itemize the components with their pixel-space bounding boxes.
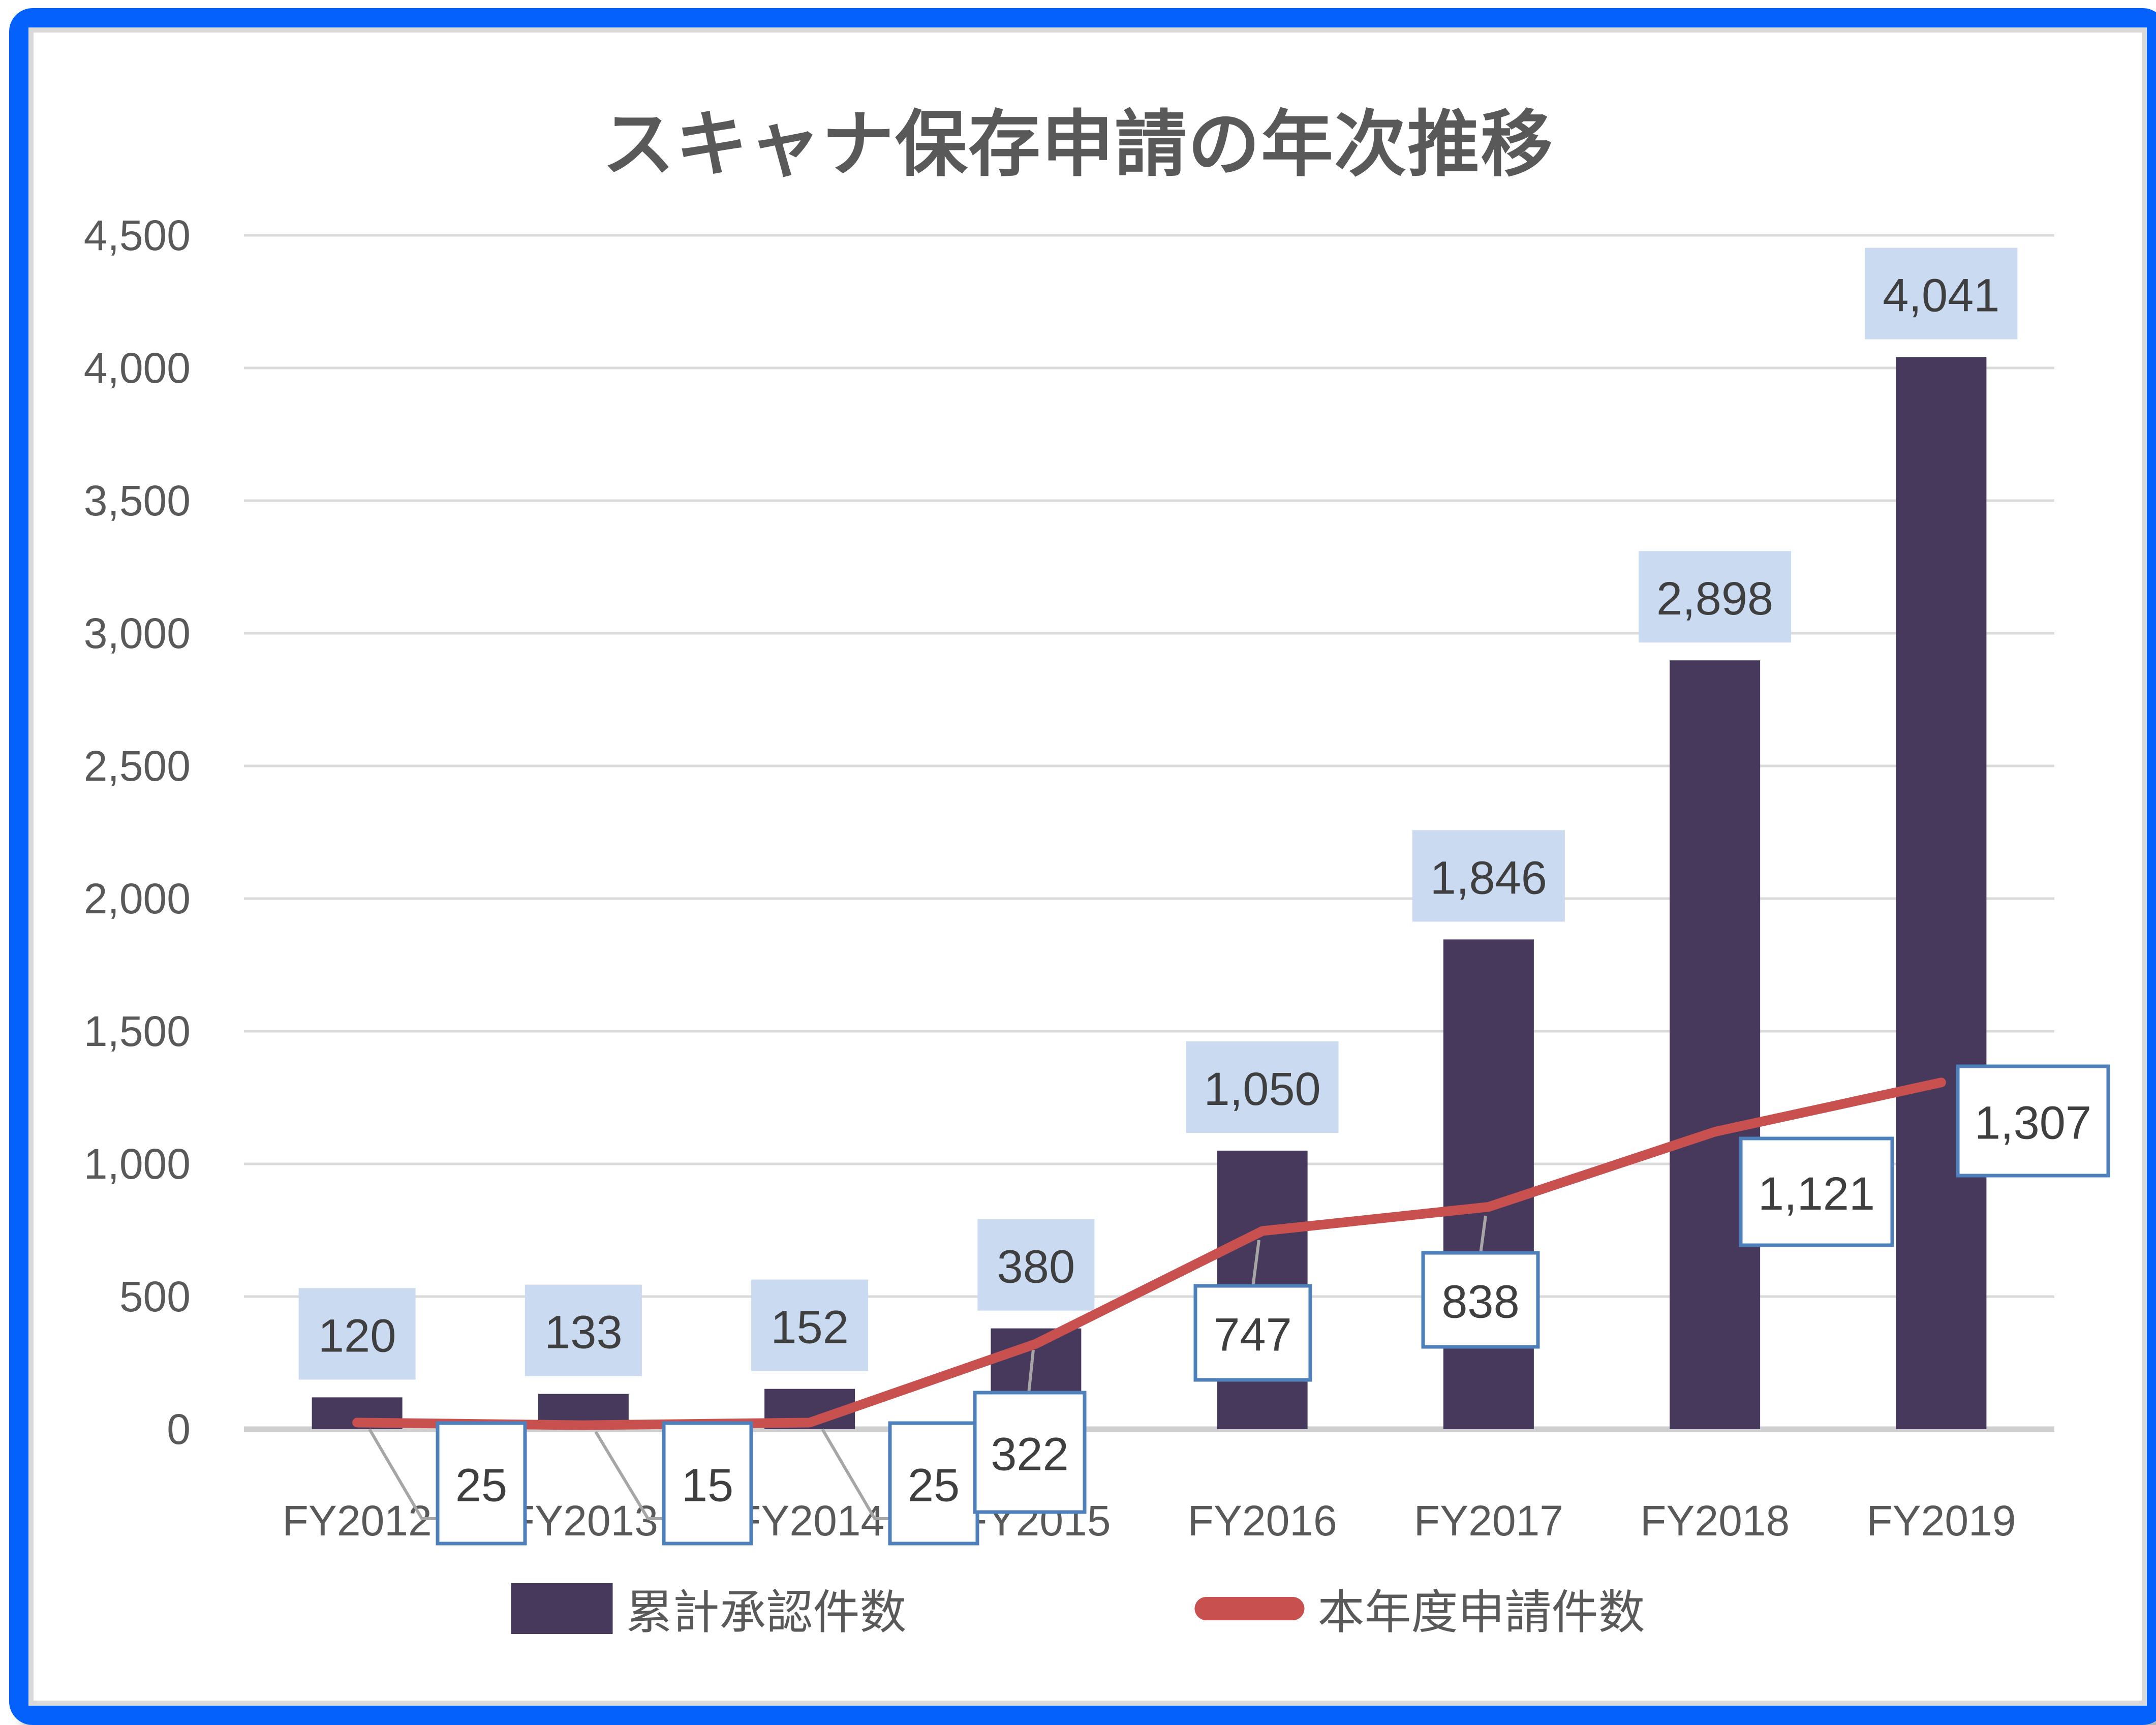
line-value-label: 25	[455, 1460, 507, 1512]
y-axis-tick-label: 4,000	[84, 344, 191, 392]
legend-line-swatch-icon	[1194, 1596, 1305, 1620]
bar-value-label-box	[1186, 1041, 1339, 1133]
bar-value-label-box	[1865, 248, 2018, 340]
leader-line	[1251, 1240, 1260, 1287]
line-value-label: 322	[991, 1429, 1069, 1481]
legend-line-series-label: 本年度申請件数	[1317, 1587, 1645, 1639]
trend-line	[352, 1077, 1946, 1430]
x-axis-category-label: FY2013	[509, 1497, 658, 1545]
legend-item-line-series: 本年度申請件数	[1194, 1575, 1645, 1642]
x-axis-category-label: FY2019	[1866, 1497, 2016, 1545]
line-value-label-box	[1193, 1284, 1312, 1382]
y-axis-tick-label: 500	[119, 1273, 191, 1320]
line-value-label-box	[1739, 1136, 1894, 1247]
y-axis-tick-label: 4,500	[84, 211, 191, 259]
bar-value-label-box	[1639, 551, 1792, 643]
bar-value-label: 2,898	[1656, 573, 1773, 625]
line-value-label-box	[436, 1421, 527, 1546]
bar-value-label: 1,050	[1204, 1063, 1321, 1115]
bar	[1896, 357, 1987, 1429]
leader-line	[594, 1431, 664, 1520]
bar-value-label-box	[1412, 830, 1565, 922]
bar-value-label: 120	[318, 1310, 396, 1362]
y-axis-tick-label: 1,000	[84, 1140, 191, 1188]
line-value-label: 15	[682, 1460, 733, 1512]
bar	[1443, 939, 1534, 1429]
line-value-label-box	[973, 1391, 1087, 1514]
chart-title: スキャナ保存申請の年次推移	[602, 104, 1554, 185]
leader-line	[821, 1428, 890, 1520]
bar-value-label: 380	[997, 1241, 1075, 1293]
line-value-label: 1,307	[1975, 1097, 2091, 1149]
line-value-label-box	[662, 1421, 753, 1546]
chart-outer-border	[28, 27, 2147, 1706]
bar	[1670, 660, 1761, 1429]
bar-value-label: 152	[771, 1302, 849, 1353]
x-axis-category-label: FY2014	[735, 1497, 884, 1545]
x-axis-category-label: FY2017	[1414, 1497, 1563, 1545]
x-axis-category-label: FY2012	[283, 1497, 432, 1545]
line-value-label: 747	[1214, 1309, 1292, 1361]
x-axis-category-label: FY2018	[1640, 1497, 1790, 1545]
y-axis-tick-label: 3,500	[84, 477, 191, 525]
bar-value-label-box	[751, 1279, 869, 1371]
legend-item-bar-series: 累計承認件数	[511, 1575, 907, 1642]
line-value-label-box	[1956, 1064, 2110, 1178]
legend-bar-series-label: 累計承認件数	[626, 1587, 907, 1639]
line-value-label: 25	[908, 1460, 960, 1512]
line-value-label: 838	[1441, 1276, 1520, 1328]
bar-value-label: 133	[544, 1307, 623, 1359]
y-axis-tick-label: 1,500	[84, 1007, 191, 1055]
y-axis-tick-label: 2,500	[84, 742, 191, 790]
leader-line	[1027, 1349, 1035, 1394]
legend: 累計承認件数 本年度申請件数	[511, 1575, 1645, 1642]
bar-value-label: 4,041	[1883, 270, 1999, 322]
legend-bar-swatch-icon	[511, 1583, 613, 1634]
bar-value-label-box	[525, 1284, 642, 1376]
x-axis-category-label: FY2016	[1188, 1497, 1337, 1545]
bar-value-label-box	[298, 1288, 416, 1380]
y-axis-tick-label: 0	[167, 1405, 191, 1453]
bar-value-label-box	[977, 1219, 1095, 1311]
y-axis-tick-label: 2,000	[84, 875, 191, 922]
bar-value-label: 1,846	[1430, 852, 1547, 904]
line-value-label: 1,121	[1758, 1168, 1875, 1220]
leader-line	[1479, 1215, 1487, 1254]
leader-line	[368, 1428, 438, 1520]
line-value-label-box	[888, 1421, 979, 1546]
y-axis-tick-label: 3,000	[84, 609, 191, 657]
line-value-label-box	[1421, 1251, 1540, 1349]
